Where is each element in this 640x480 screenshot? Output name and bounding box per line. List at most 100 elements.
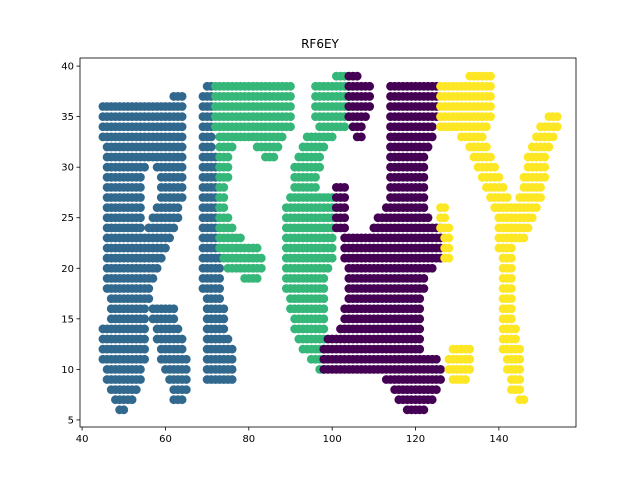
scatter-point [144,294,154,304]
scatter-point [423,142,433,152]
scatter-point [552,122,562,132]
scatter-point [515,344,525,354]
scatter-point [494,172,504,182]
scatter-point [227,354,237,364]
scatter-point [223,334,233,344]
scatter-point [415,314,425,324]
scatter-point [215,284,225,293]
scatter-point [440,203,450,213]
scatter-point [436,375,445,384]
y-tick-label: 30 [61,163,74,174]
scatter-point [356,132,366,142]
scatter-point [352,71,362,81]
scatter-point [223,162,233,172]
scatter-point [506,243,516,253]
scatter-point [319,314,329,324]
scatter-point [152,263,162,273]
scatter-point [365,102,375,111]
scatter-point [486,92,495,101]
scatter-point [486,152,495,162]
scatter-point [140,304,150,314]
scatter-point [148,273,158,283]
x-tick-label: 80 [242,434,255,445]
scatter-point [486,81,495,91]
y-tick-label: 25 [61,213,74,224]
scatter-point [506,273,516,283]
scatter-point [227,364,237,374]
scatter-point [506,294,516,304]
scatter-point [177,132,187,142]
y-tick-label: 5 [68,415,74,426]
scatter-point [415,304,425,314]
scatter-point [427,263,437,273]
scatter-point [444,233,454,243]
scatter-point [419,152,429,162]
scatter-point [419,162,429,172]
scatter-point [286,81,295,91]
y-tick-label: 35 [61,112,74,123]
scatter-point [515,375,525,384]
scatter-point [219,304,229,314]
scatter-point [340,213,350,223]
scatter-point [173,213,183,223]
scatter-point [181,354,191,364]
scatter-point [486,102,495,111]
scatter-point [340,122,350,132]
scatter-point [486,112,495,122]
scatter-point [311,183,320,192]
scatter-point [511,334,520,344]
scatter-point [223,152,233,162]
scatter-point [256,253,266,263]
scatter-point [506,253,516,263]
scatter-point [169,223,179,233]
scatter-point [169,314,179,324]
scatter-point [236,233,245,243]
axes: 40 60 80 100 120 140 5 10 15 20 25 30 35 40 [61,57,577,445]
scatter-point [511,324,520,334]
scatter-point [227,223,237,233]
scatter-point [311,172,320,182]
scatter-point [506,314,516,324]
scatter-point [206,132,216,142]
scatter-point [177,142,187,152]
scatter-point [486,71,495,81]
scatter-point [340,183,350,192]
scatter-point [136,364,145,374]
scatter-point [515,354,525,364]
scatter-point [436,364,445,374]
scatter-point [223,213,233,223]
scatter-point [206,142,216,152]
scatter-point [227,142,237,152]
scatter-point [219,183,229,192]
y-tick-label: 10 [61,365,74,376]
scatter-point [177,172,187,182]
scatter-point [177,183,187,192]
scatter-point [515,364,525,374]
scatter-point [177,193,187,202]
scatter-point [177,162,187,172]
scatter-point [177,112,187,122]
scatter-point [519,395,529,405]
scatter-point [140,324,150,334]
scatter-point [131,385,141,394]
scatter-point [419,405,429,415]
scatter-point [252,243,262,253]
scatter-point [427,132,437,142]
scatter-point [327,253,337,263]
scatter-point [440,213,450,223]
scatter-point [419,172,429,182]
scatter-point [498,183,508,192]
scatter-point [431,354,441,364]
scatter-point [527,213,537,223]
scatter-point [219,203,229,213]
scatter-point [419,193,429,202]
scatter-point [461,375,470,384]
scatter-point [361,112,370,122]
scatter-point [173,324,183,334]
scatter-point [540,162,550,172]
scatter-point [415,324,425,334]
scatter-point [223,172,233,182]
scatter-point [256,263,266,273]
scatter-point [140,354,150,364]
y-tick-label: 40 [61,62,74,73]
